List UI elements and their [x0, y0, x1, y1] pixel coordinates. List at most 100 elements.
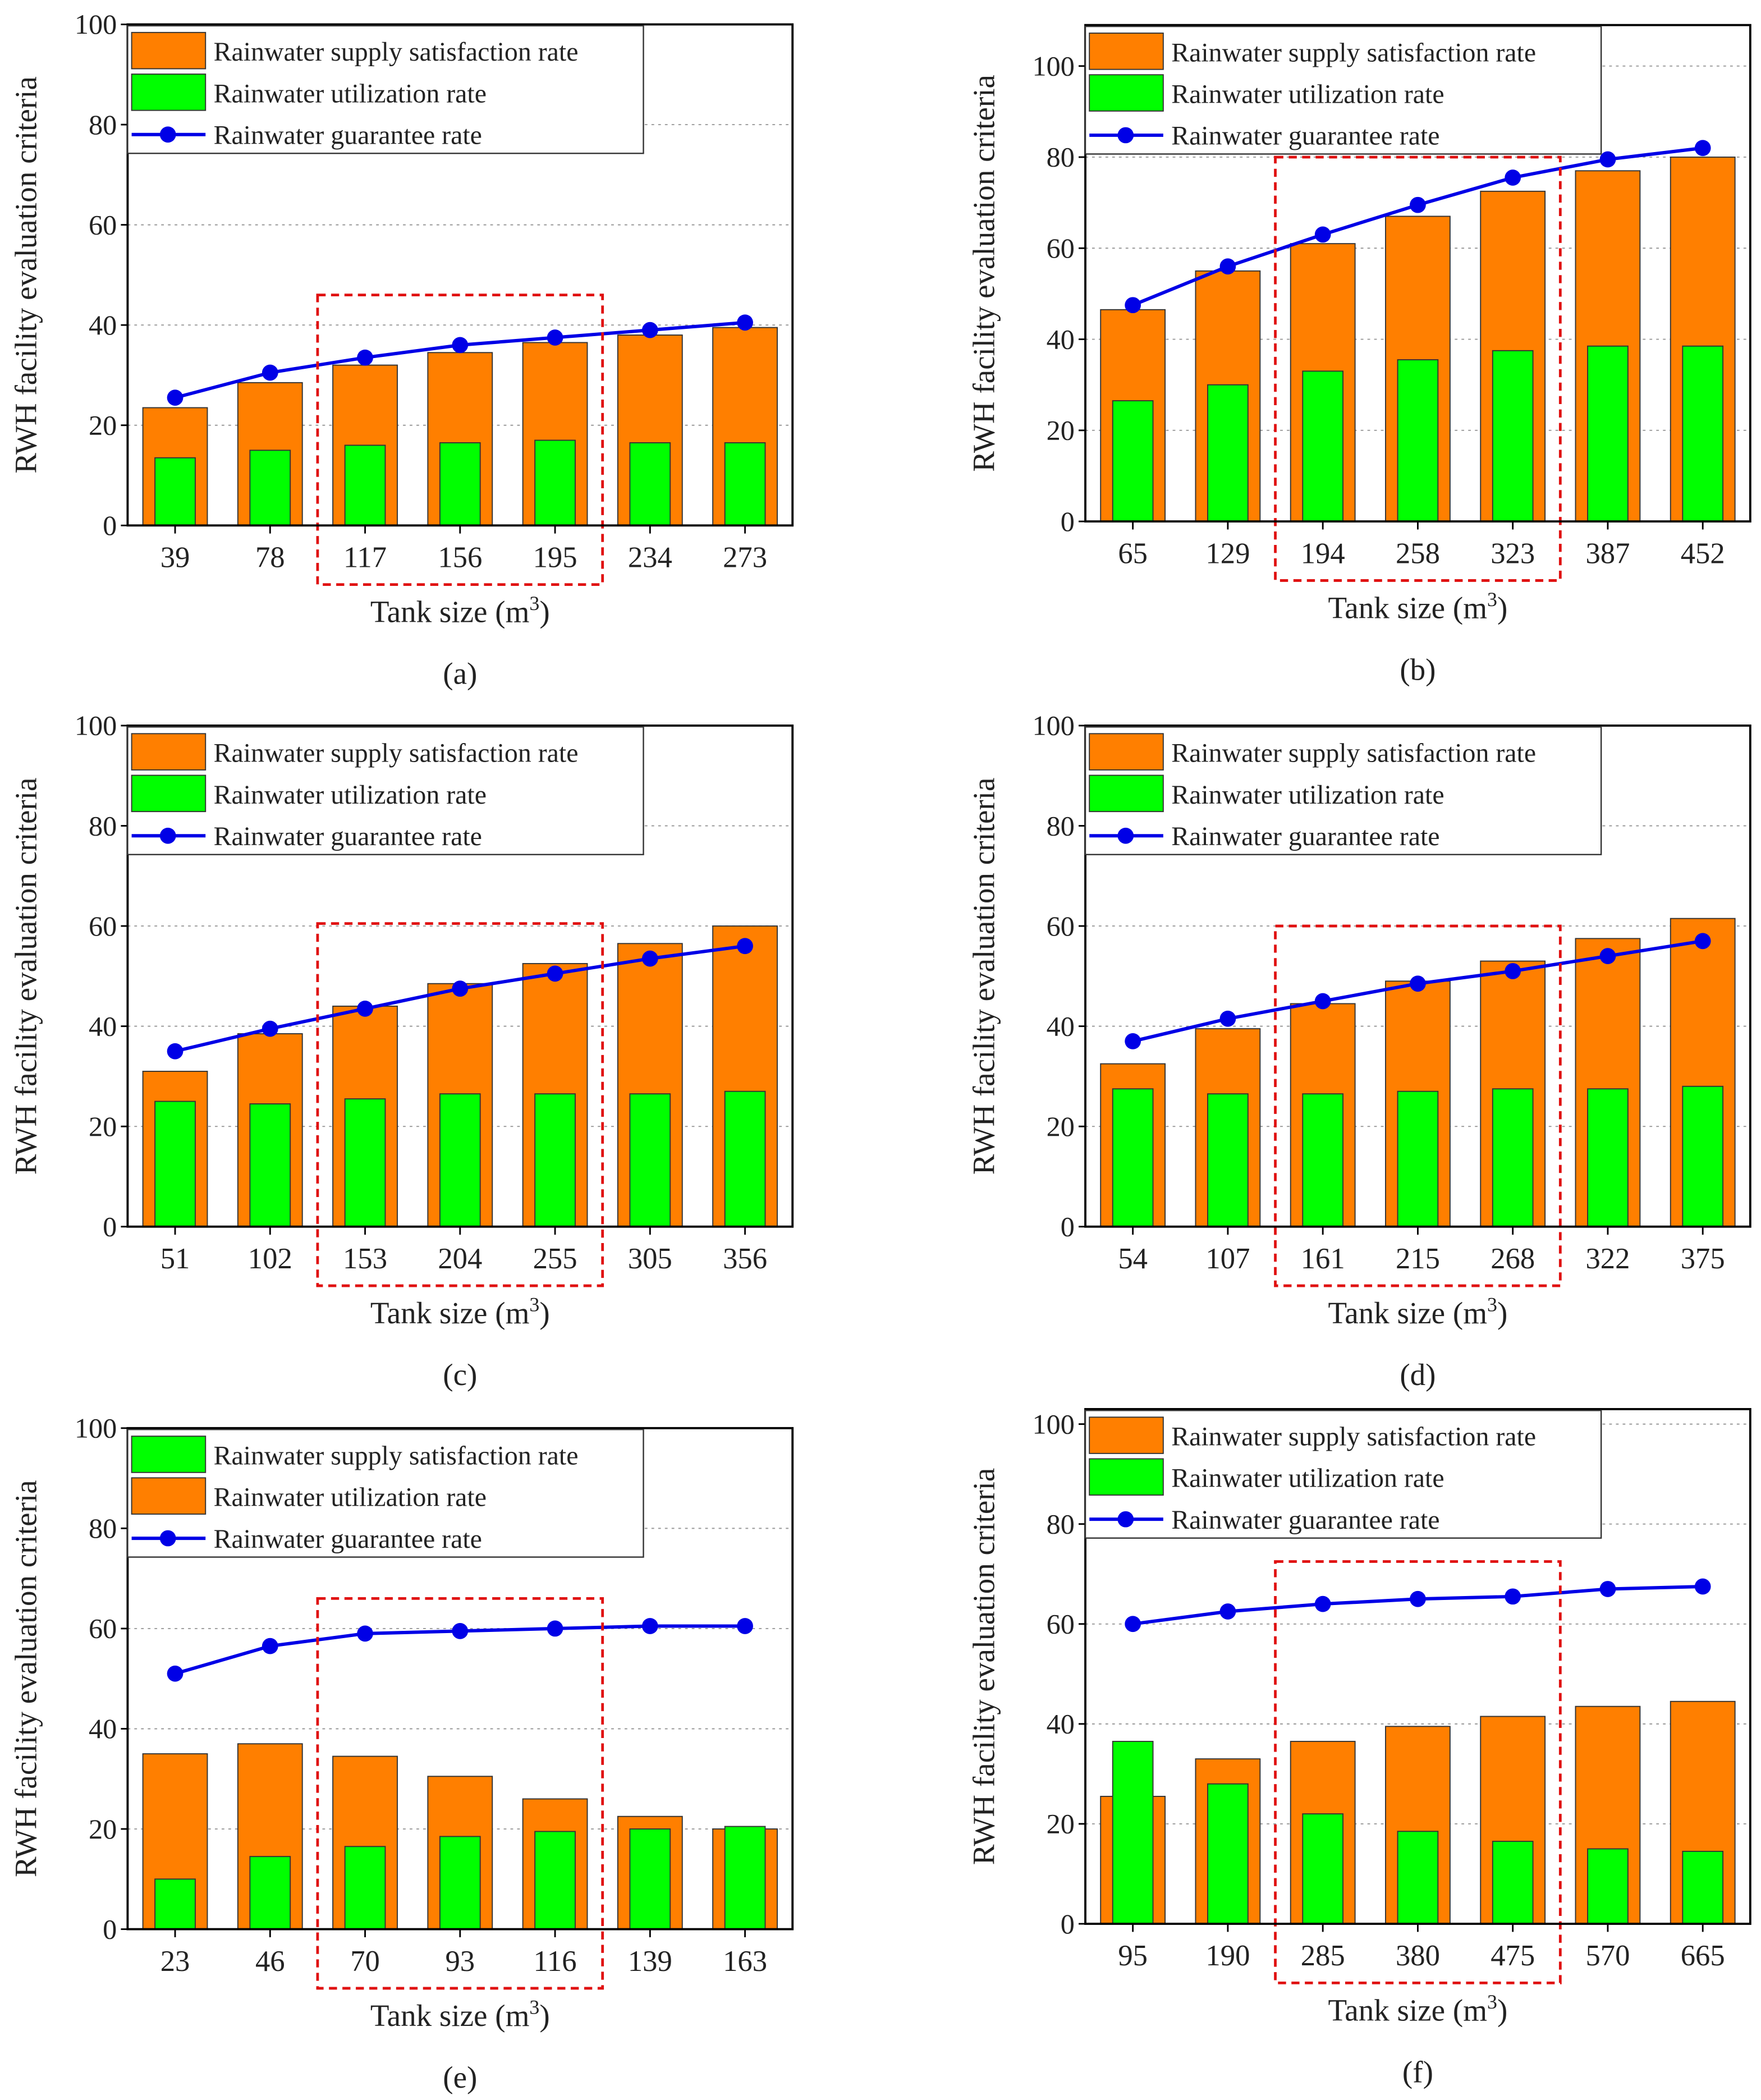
line-point — [1219, 1010, 1236, 1027]
legend-label: Rainwater supply satisfaction rate — [1171, 1422, 1536, 1452]
x-tick-label: 356 — [723, 1242, 767, 1275]
bar-narrow — [154, 1878, 196, 1930]
bar-narrow — [1302, 370, 1344, 522]
line-point — [167, 1043, 184, 1060]
legend-swatch-icon — [131, 1477, 207, 1515]
line-point — [1219, 1603, 1236, 1620]
legend-label: Rainwater utilization rate — [1171, 79, 1444, 109]
x-axis-label-part: ) — [539, 1296, 549, 1330]
legend-label: Rainwater supply satisfaction rate — [214, 739, 579, 768]
chart-panel-b: 0 20 40 60 80 100 65 129 194 258 323 387 452 Rainwate… — [966, 24, 1751, 687]
line-point — [357, 349, 373, 366]
bar-narrow — [1397, 1831, 1439, 1924]
y-tick-label: 0 — [1061, 1908, 1075, 1939]
bar-narrow — [1207, 1783, 1249, 1924]
x-axis-label-part: Tank size (m — [370, 1296, 530, 1330]
x-tick-label: 194 — [1301, 537, 1345, 570]
bar-narrow — [724, 1826, 766, 1930]
bar-narrow — [1492, 1841, 1534, 1924]
chart-panel-c: 0 20 40 60 80 100 51 102 153 204 255 305 356 Rainwate… — [9, 710, 794, 1392]
line-point — [1314, 993, 1331, 1010]
bar-narrow — [154, 1101, 196, 1227]
line-point — [262, 1020, 278, 1037]
highlight-box — [1274, 924, 1562, 1287]
line-point — [1505, 169, 1521, 186]
line-point — [357, 1625, 373, 1642]
x-axis-label-part: Tank size (m — [1328, 1296, 1488, 1330]
line-point — [547, 1620, 563, 1637]
plot-frame — [1084, 725, 1751, 1228]
y-axis-label: RWH facility evaluation criteria — [966, 778, 1001, 1175]
bar-narrow — [629, 442, 671, 526]
bar-narrow — [1682, 345, 1724, 522]
panel-label: (d) — [1400, 1358, 1436, 1392]
y-tick-label: 20 — [1047, 1808, 1075, 1840]
y-tick-label: 60 — [89, 1613, 117, 1644]
x-axis-label-part: 3 — [1487, 588, 1497, 611]
y-tick-label: 0 — [103, 1211, 117, 1242]
legend-marker-icon — [1117, 1511, 1134, 1528]
panel-label: (f) — [1402, 2055, 1433, 2089]
line-point — [1599, 1581, 1616, 1597]
y-tick-label: 60 — [1047, 232, 1075, 264]
y-axis-label: RWH facility evaluation criteria — [9, 1480, 43, 1877]
legend-label: Rainwater guarantee rate — [214, 822, 482, 851]
y-tick-label: 100 — [1032, 1408, 1074, 1439]
legend-marker-icon — [1117, 127, 1134, 144]
legend-swatch-icon — [131, 1436, 207, 1473]
line-point — [1410, 1590, 1426, 1607]
x-tick-label: 93 — [445, 1945, 475, 1978]
x-tick-label: 234 — [628, 542, 672, 574]
bar-narrow — [1587, 1848, 1629, 1924]
line-point — [641, 1618, 658, 1634]
x-tick-label: 665 — [1681, 1939, 1725, 1972]
legend-box — [127, 726, 644, 855]
bar-narrow — [249, 1103, 291, 1227]
x-axis-label-part: 3 — [529, 592, 539, 615]
y-axis-label: RWH facility evaluation criteria — [9, 76, 43, 474]
x-tick-label: 305 — [628, 1242, 672, 1275]
bar-narrow — [1302, 1093, 1344, 1227]
chart-panel-d: 0 20 40 60 80 100 54 107 161 215 268 322 375 Rainwate… — [966, 710, 1751, 1392]
x-tick-label: 273 — [723, 542, 767, 574]
y-tick-label: 100 — [75, 1413, 117, 1444]
line-point — [357, 1001, 373, 1017]
x-tick-label: 23 — [160, 1945, 190, 1978]
x-axis-label-part: ) — [1497, 1296, 1507, 1330]
legend-label: Rainwater guarantee rate — [1171, 822, 1439, 851]
y-axis-label: RWH facility evaluation criteria — [9, 778, 43, 1175]
legend-label: Rainwater guarantee rate — [1171, 1505, 1439, 1535]
x-tick-label: 139 — [628, 1945, 672, 1978]
x-axis-label-part: 3 — [1487, 1294, 1497, 1316]
y-tick-label: 40 — [1047, 323, 1075, 355]
legend-swatch-icon — [1089, 33, 1164, 70]
x-axis-label-part: ) — [1497, 590, 1507, 625]
legend-label: Rainwater utilization rate — [214, 79, 487, 108]
legend-swatch-icon — [1089, 774, 1164, 813]
y-tick-label: 20 — [89, 1111, 117, 1142]
legend-marker-icon — [159, 1530, 176, 1547]
x-tick-label: 153 — [343, 1242, 387, 1275]
line-point — [1505, 963, 1521, 979]
bar-narrow — [629, 1828, 671, 1930]
bar-narrow — [1112, 400, 1154, 522]
line-point — [452, 1623, 469, 1639]
bar-narrow — [439, 1093, 481, 1227]
x-tick-label: 322 — [1585, 1242, 1630, 1275]
highlight-box — [316, 294, 604, 586]
legend-label: Rainwater utilization rate — [1171, 780, 1444, 810]
x-axis-label: Tank size (m3) — [1328, 588, 1508, 625]
legend-swatch-icon — [1089, 1458, 1164, 1496]
bar-narrow — [1492, 350, 1534, 522]
panel-label: (a) — [443, 657, 477, 691]
line-point — [641, 322, 658, 338]
y-tick-label: 80 — [89, 1512, 117, 1544]
y-tick-label: 80 — [1047, 810, 1075, 841]
y-tick-label: 80 — [1047, 1508, 1075, 1539]
x-tick-label: 323 — [1491, 537, 1535, 570]
legend-label: Rainwater guarantee rate — [214, 1524, 482, 1554]
bar-narrow — [1207, 384, 1249, 522]
line-point — [1694, 1578, 1711, 1595]
x-tick-label: 195 — [533, 542, 577, 574]
line-point — [1599, 151, 1616, 168]
